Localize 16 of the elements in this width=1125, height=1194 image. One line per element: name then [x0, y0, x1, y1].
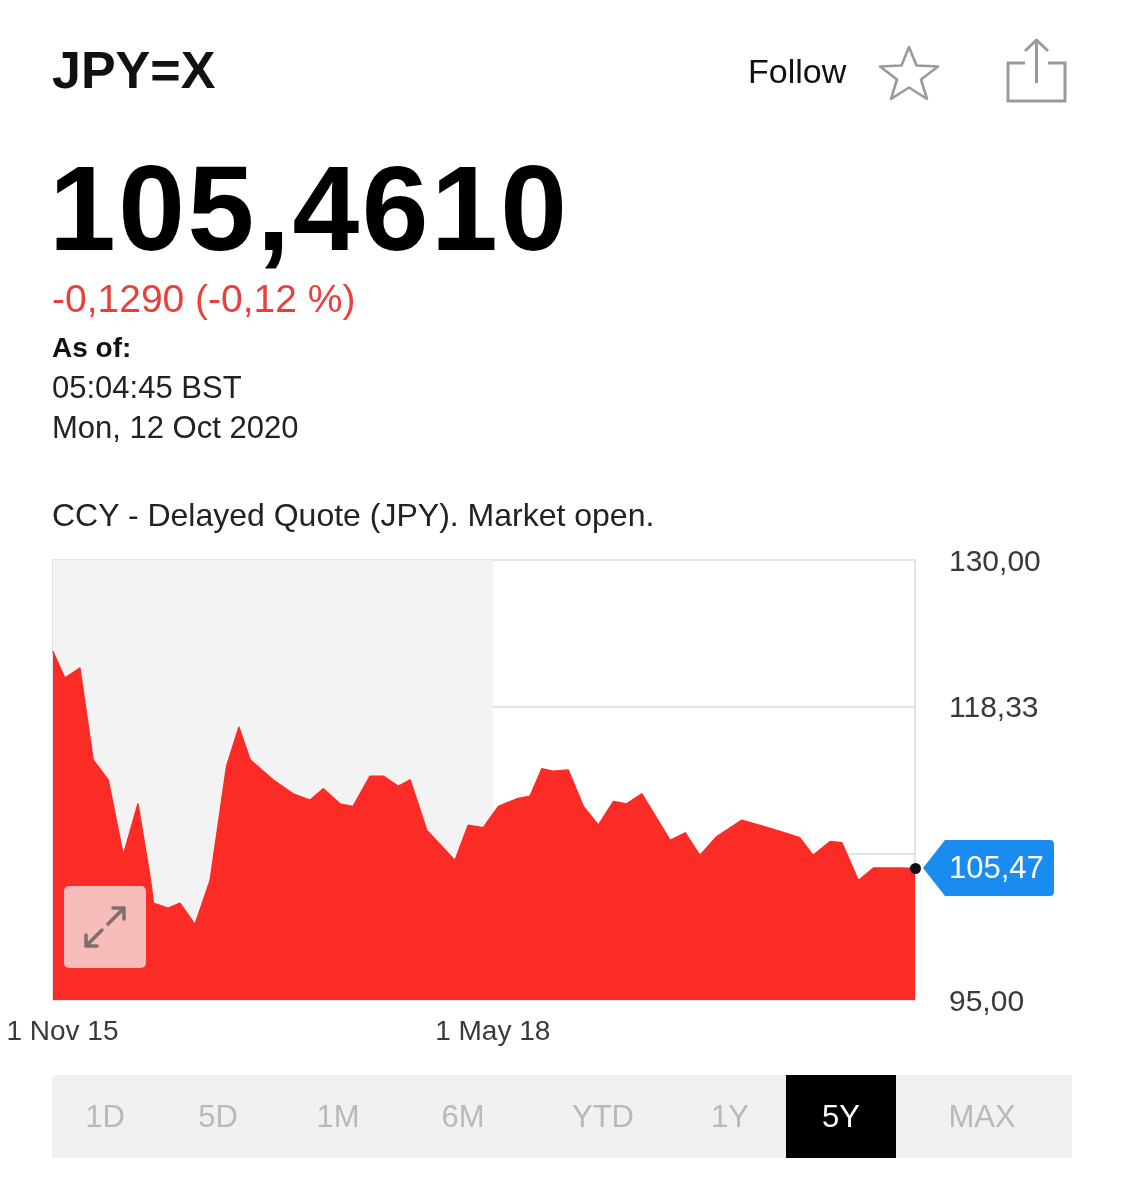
text: As of: [52, 332, 132, 363]
y-tick-label: 130,00 [949, 543, 1041, 577]
text: -0,1290 (-0,12 %) [52, 277, 356, 320]
button: 5Y [786, 1075, 896, 1158]
chart-subtitle: 105,4610 [49, 141, 570, 275]
x-tick-label: 1 Nov 15 [6, 1014, 119, 1046]
button-bar: 1D 5D 1M 6M YTD 1Y 5Y MAX [52, 1075, 1072, 1158]
text: Mon, 12 Oct 2020 [52, 410, 299, 445]
y-tick-label: 118,33 [949, 690, 1039, 724]
annotation: 105,47 [949, 850, 1044, 887]
y-tick-label: 95,00 [949, 983, 1025, 1017]
chart-title: JPY=X [52, 41, 216, 99]
text: Follow [748, 52, 847, 90]
x-tick-label: 1 May 18 [435, 1014, 551, 1046]
text: CCY - Delayed Quote (JPY). Market open. [52, 497, 655, 533]
text: 05:04:45 BST [52, 370, 242, 405]
